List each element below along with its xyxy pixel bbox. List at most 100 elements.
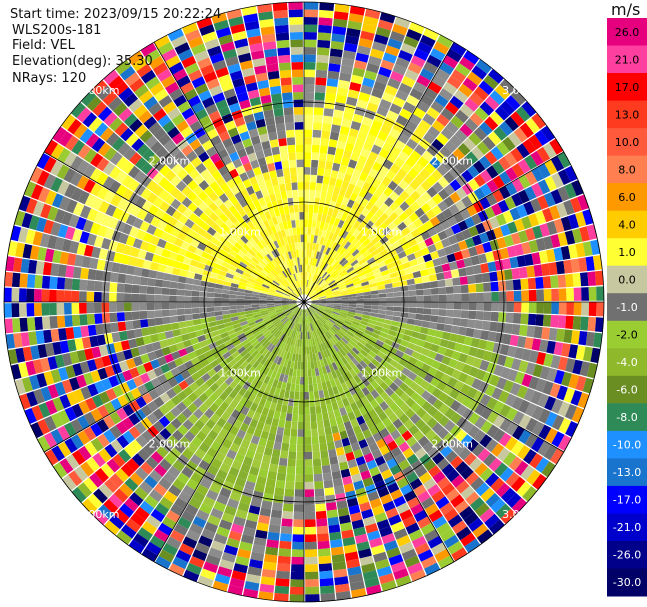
gate-cell	[142, 148, 155, 162]
gate-cell	[385, 244, 395, 253]
gate-cell	[447, 153, 460, 166]
gate-cell	[386, 350, 395, 359]
gate-cell	[263, 358, 271, 367]
gate-cell	[336, 140, 346, 150]
gate-cell	[421, 191, 432, 203]
gate-cell	[395, 349, 405, 358]
gate-cell	[347, 20, 363, 31]
gate-cell	[334, 243, 341, 252]
gate-cell	[387, 221, 397, 231]
gate-cell	[174, 373, 185, 384]
gate-cell	[300, 369, 304, 377]
gate-cell	[388, 412, 399, 423]
gate-cell	[231, 279, 240, 285]
gate-cell	[349, 246, 357, 255]
gate-cell	[583, 346, 593, 362]
gate-cell	[306, 249, 310, 258]
gate-cell	[191, 436, 203, 448]
colorbar-tick-label: 8.0	[618, 163, 636, 176]
gate-cell	[333, 324, 341, 331]
gate-cell	[330, 315, 338, 321]
gate-cell	[344, 332, 353, 340]
gate-cell	[214, 451, 226, 463]
gate-cell	[413, 250, 423, 259]
gate-cell	[516, 336, 527, 348]
gate-cell	[200, 317, 209, 324]
gate-cell	[176, 302, 185, 309]
gate-cell	[261, 204, 269, 213]
gate-cell	[401, 296, 410, 302]
gate-cell	[52, 397, 65, 412]
gate-cell	[381, 176, 392, 187]
gate-cell	[135, 434, 148, 448]
gate-cell	[531, 113, 546, 130]
gate-cell	[261, 407, 270, 417]
gate-cell	[221, 335, 231, 343]
gate-cell	[220, 331, 229, 339]
gate-cell	[280, 358, 286, 367]
gate-cell	[371, 358, 380, 367]
gate-cell	[257, 157, 267, 167]
gate-cell	[339, 313, 347, 318]
gate-cell	[213, 351, 223, 360]
gate-cell	[286, 360, 292, 368]
gate-cell	[471, 65, 488, 80]
gate-cell	[278, 285, 286, 291]
gate-cell	[458, 267, 467, 277]
gate-cell	[393, 216, 403, 227]
gate-cell	[436, 113, 450, 127]
gate-cell	[356, 363, 365, 372]
gate-cell	[254, 65, 267, 75]
gate-cell	[430, 250, 440, 260]
gate-cell	[52, 341, 62, 355]
gate-cell	[160, 363, 171, 374]
gate-cell	[217, 253, 226, 262]
gate-cell	[353, 283, 362, 289]
gate-cell	[455, 480, 470, 494]
gate-cell	[181, 185, 193, 197]
gate-cell	[304, 391, 310, 400]
gate-cell	[260, 288, 269, 293]
gate-cell	[313, 107, 324, 116]
gate-cell	[272, 184, 281, 194]
gate-cell	[306, 324, 309, 332]
gate-cell	[239, 541, 253, 552]
gate-cell	[363, 516, 376, 527]
gate-cell	[367, 530, 381, 541]
gate-cell	[393, 296, 402, 302]
gate-cell	[308, 204, 314, 213]
gate-cell	[277, 264, 284, 272]
gate-cell	[164, 265, 174, 274]
gate-cell	[384, 283, 393, 289]
gate-cell	[271, 250, 278, 258]
gate-cell	[496, 141, 510, 156]
gate-cell	[293, 107, 304, 115]
gate-cell	[327, 329, 335, 337]
gate-cell	[406, 94, 420, 107]
gate-cell	[50, 369, 62, 384]
gate-cell	[111, 137, 125, 151]
gate-cell	[359, 246, 368, 255]
gate-cell	[228, 332, 238, 340]
gate-cell	[293, 346, 297, 354]
gate-cell	[50, 263, 60, 277]
gate-cell	[544, 176, 557, 192]
gate-cell	[175, 192, 187, 203]
gate-cell	[447, 541, 464, 555]
gate-cell	[352, 320, 360, 327]
gate-cell	[317, 252, 323, 260]
gate-cell	[279, 533, 292, 542]
gate-cell	[311, 304, 319, 308]
gate-cell	[193, 127, 206, 139]
gate-cell	[204, 264, 213, 272]
gate-cell	[402, 447, 415, 459]
gate-cell	[39, 233, 51, 248]
gate-cell	[401, 430, 413, 442]
gate-cell	[534, 130, 549, 146]
gate-cell	[244, 289, 253, 294]
gate-cell	[370, 48, 385, 60]
gate-cell	[341, 324, 350, 331]
gate-cell	[290, 266, 295, 274]
gate-cell	[543, 142, 557, 159]
gate-cell	[348, 291, 356, 295]
